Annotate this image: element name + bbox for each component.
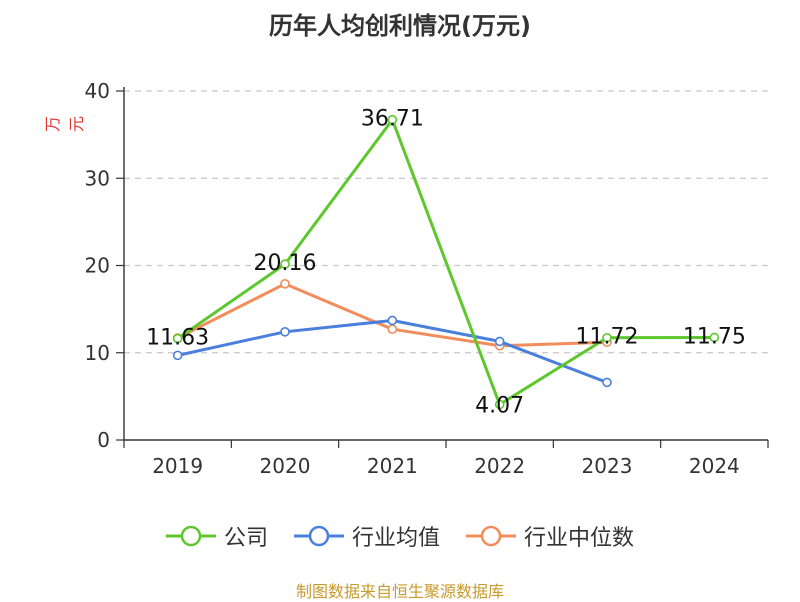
data-point-1 xyxy=(280,259,290,269)
data-point-2 xyxy=(602,377,612,388)
y-tick-label: 40 xyxy=(85,79,110,103)
legend-marker-icon xyxy=(466,525,516,547)
legend-item-2[interactable]: 行业均值 xyxy=(293,520,440,552)
data-point-2 xyxy=(494,336,505,347)
x-tick-label: 2023 xyxy=(582,454,633,478)
x-tick-label: 2024 xyxy=(689,454,740,478)
data-label: 36.71 xyxy=(361,107,424,132)
chart-title: 历年人均创利情况(万元) xyxy=(269,12,531,40)
data-point-3 xyxy=(387,324,398,334)
legend-marker-icon xyxy=(293,525,344,547)
data-point-1 xyxy=(387,114,398,125)
series-line-1 xyxy=(176,118,715,406)
legend-item-3[interactable]: 行业中位数 xyxy=(466,520,634,552)
data-point-2 xyxy=(280,327,290,337)
data-point-1 xyxy=(494,399,505,410)
data-point-1 xyxy=(709,332,720,343)
data-point-1 xyxy=(602,332,612,343)
x-tick-label: 2019 xyxy=(152,454,203,478)
legend-marker-icon xyxy=(165,525,216,547)
data-point-1 xyxy=(172,333,183,344)
data-label: 11.63 xyxy=(146,326,209,351)
data-label: 4.07 xyxy=(475,393,524,418)
y-tick-label: 10 xyxy=(85,341,110,365)
data-label: 20.16 xyxy=(254,251,317,276)
data-label: 11.72 xyxy=(576,325,639,350)
source-note: 制图数据来自恒生聚源数据库 xyxy=(295,582,504,601)
legend-label: 行业均值 xyxy=(351,526,440,551)
legend: 公司 行业均值 行业中位数 xyxy=(0,520,800,552)
data-label: 11.75 xyxy=(683,324,746,349)
legend-label: 行业中位数 xyxy=(524,526,635,551)
data-point-2 xyxy=(172,350,183,361)
data-point-2 xyxy=(387,315,398,326)
legend-item-1[interactable]: 公司 xyxy=(165,520,268,552)
x-tick-label: 2022 xyxy=(474,454,525,478)
data-point-3 xyxy=(280,279,290,289)
y-tick-label: 30 xyxy=(85,166,110,190)
y-tick-label: 0 xyxy=(97,428,110,452)
y-tick-label: 20 xyxy=(85,254,110,278)
x-tick-label: 2020 xyxy=(260,454,311,478)
legend-label: 公司 xyxy=(223,526,268,551)
x-tick-label: 2021 xyxy=(367,454,418,478)
